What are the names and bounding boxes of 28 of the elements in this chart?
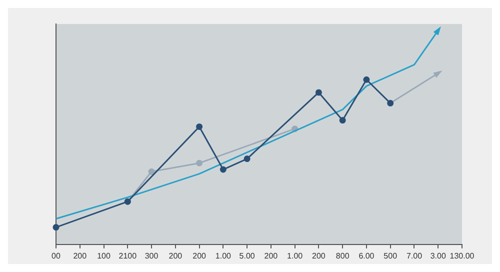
point: [52, 224, 60, 231]
x-tick-label: 800: [336, 251, 350, 260]
x-tick-label: 00: [52, 251, 61, 260]
x-tick-label: 200: [264, 251, 278, 260]
point: [387, 100, 394, 106]
x-tick-label: 1.00: [215, 251, 232, 260]
point: [363, 76, 370, 83]
point: [196, 160, 203, 166]
point: [220, 166, 226, 173]
point: [315, 89, 322, 96]
x-tick-label: 200: [312, 251, 326, 260]
x-tick-label: 200: [73, 251, 88, 260]
point: [244, 156, 250, 162]
x-tick-label: 500: [384, 251, 398, 260]
x-tick-label: 2100: [118, 251, 138, 260]
x-tick-label: 6.00: [358, 251, 375, 260]
x-tick-label: 200: [168, 251, 183, 260]
x-tick-label: 300: [144, 251, 159, 260]
x-tick-label: 100: [97, 251, 111, 260]
x-tick-label: 130.00: [450, 251, 475, 260]
point: [148, 168, 155, 175]
point: [196, 123, 203, 130]
x-tick-label: 200: [192, 251, 207, 260]
x-tick-label: 5.00: [239, 251, 256, 260]
x-tick-label: 7.00: [406, 251, 423, 260]
x-tick-label: 1.00: [287, 251, 304, 260]
x-tick-label: 3.00: [430, 251, 446, 260]
point: [339, 117, 346, 124]
